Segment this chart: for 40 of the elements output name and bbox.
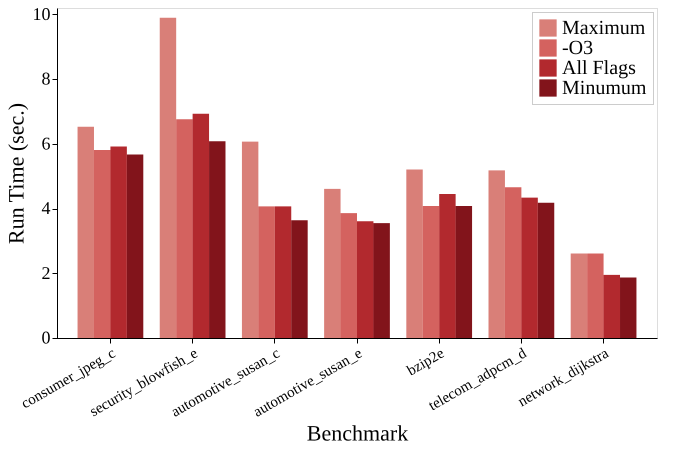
- bar: [538, 202, 554, 338]
- bar: [274, 206, 292, 338]
- bar: [488, 170, 505, 338]
- y-tick-label: 6: [42, 133, 50, 154]
- bar: [373, 223, 390, 338]
- bar: [439, 194, 456, 338]
- legend-label: Minumum: [562, 77, 647, 99]
- legend-label: Maximum: [562, 17, 646, 39]
- bar: [604, 274, 620, 338]
- bar: [521, 198, 538, 338]
- bar: [587, 254, 604, 338]
- y-tick-label: 8: [42, 68, 50, 89]
- bar: [620, 278, 636, 338]
- y-tick-label: 2: [42, 262, 50, 283]
- bar: [340, 213, 357, 338]
- y-tick-label: 4: [42, 198, 50, 218]
- y-tick-label: 0: [42, 328, 50, 348]
- bar: [258, 206, 275, 338]
- bar: [291, 220, 308, 338]
- bar: [406, 169, 423, 338]
- bar: [78, 126, 94, 338]
- bar: [242, 142, 258, 338]
- bar: [94, 150, 110, 338]
- bar: [209, 141, 226, 338]
- bar: [126, 154, 144, 338]
- legend-label: All Flags: [562, 57, 636, 79]
- bar: [422, 206, 440, 338]
- y-tick-label: 10: [32, 4, 50, 24]
- y-axis-title: Run Time (sec.): [4, 102, 28, 244]
- bar: [160, 18, 176, 338]
- bar: [456, 206, 472, 338]
- bar: [357, 221, 374, 338]
- bar: [504, 187, 522, 338]
- bar: [176, 119, 193, 338]
- bar: [324, 188, 341, 338]
- bar: [110, 146, 127, 338]
- bar: [570, 254, 588, 338]
- x-axis-title: Benchmark: [306, 420, 408, 446]
- legend-label: -O3: [562, 37, 594, 59]
- bar: [192, 114, 210, 338]
